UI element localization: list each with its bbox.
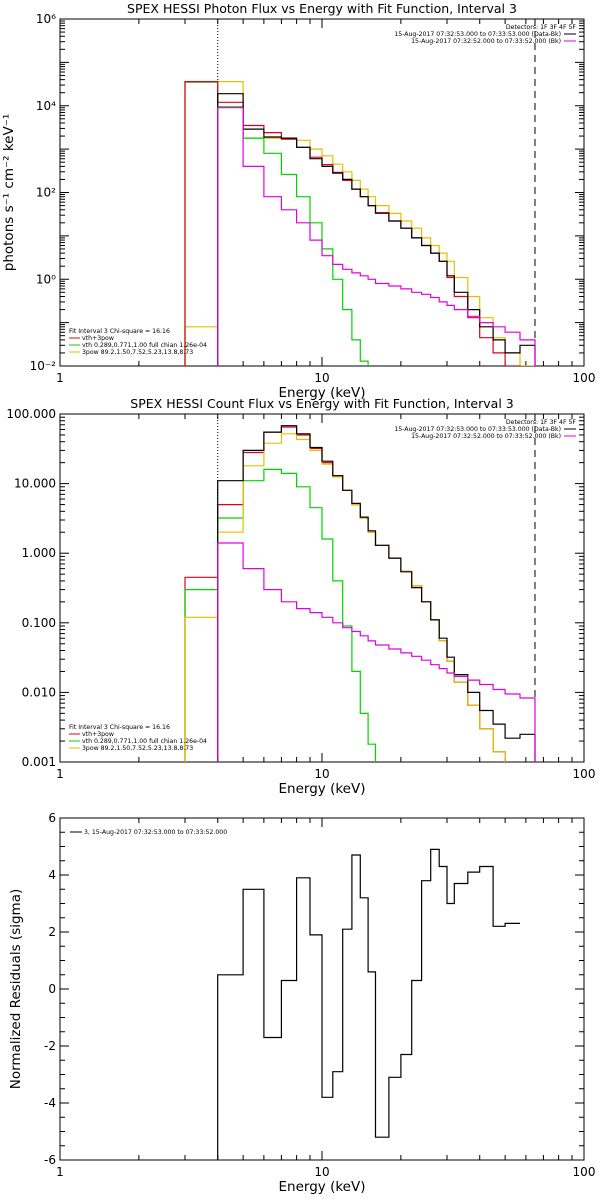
- fit-legend-entry: vth+3pow: [82, 731, 114, 738]
- legend-header: Detectors: 1F 3F 4F 5F: [506, 24, 577, 31]
- y-tick-label: 0: [48, 982, 56, 996]
- plot-area: [184, 81, 536, 366]
- series-yellow-line: [184, 433, 506, 762]
- series-green-line: [184, 81, 369, 366]
- y-tick-label: 10⁻²: [30, 359, 57, 373]
- y-tick-label: 2: [48, 925, 56, 939]
- y-tick-label: 0.001: [22, 755, 56, 769]
- y-ticks: [60, 817, 584, 1161]
- fit-legend-entry: vth+3pow: [82, 335, 114, 342]
- y-tick-label: 10²: [36, 186, 56, 200]
- y-axis-label: photons s⁻¹ cm⁻² keV⁻¹: [1, 114, 17, 272]
- series-magenta-line: [217, 107, 536, 366]
- y-tick-label: 0.100: [22, 616, 56, 630]
- series-green-line: [184, 468, 377, 762]
- series-magenta-line: [217, 542, 536, 762]
- legend-entry: 15-Aug-2017 07:32:53.000 to 07:33:53.000…: [394, 426, 561, 433]
- fit-legend-entry: vth 0.289,0.771,1.00 full chian 1.26e-04: [82, 342, 207, 349]
- legend-entry: 15-Aug-2017 07:32:52.000 to 07:33:52.000…: [411, 38, 561, 45]
- y-tick-label: 10⁶: [36, 12, 56, 26]
- x-ticks: [59, 818, 573, 1160]
- x-tick-label: 10: [314, 1165, 329, 1179]
- x-tick-label: 10: [314, 767, 329, 781]
- fit-legend-entry: 3pow 89.2,1.50,7.52,5.23,13.8,8.73: [82, 745, 193, 752]
- x-axis-label: Energy (keV): [279, 781, 366, 797]
- chart-panel-1: SPEX HESSI Photon Flux vs Energy with Fi…: [1, 1, 595, 401]
- y-tick-label: 100.000: [6, 407, 56, 421]
- x-ticks: [59, 19, 573, 366]
- x-tick-label: 1: [56, 371, 64, 385]
- fit-legend-entry: vth 0.289,0.771,1.00 full chian 1.26e-04: [82, 738, 207, 745]
- y-axis-label: Normalized Residuals (sigma): [8, 889, 24, 1090]
- y-ticks: [60, 20, 584, 367]
- y-tick-label: 10⁴: [36, 99, 56, 113]
- plot-area: [184, 425, 536, 762]
- series-yellow-line: [184, 81, 536, 366]
- fit-legend-header: Fit Interval 3 Chi-square = 16.16: [69, 328, 170, 335]
- x-ticks: [59, 414, 573, 762]
- y-tick-label: 1.000: [22, 546, 56, 560]
- legend-entry: 3, 15-Aug-2017 07:32:53.000 to 07:33:52.…: [84, 829, 227, 836]
- series-black-line: [217, 848, 520, 1160]
- chart-panel-3: 1 10 100 Energy (keV) -6 -4 -2 0 2 4 6 Normalized R…: [8, 811, 595, 1195]
- x-axis-label: Energy (keV): [279, 385, 366, 401]
- x-tick-label: 1: [56, 767, 64, 781]
- x-tick-label: 100: [573, 371, 596, 385]
- x-axis-label: Energy (keV): [279, 1179, 366, 1195]
- y-tick-label: 10.000: [14, 477, 56, 491]
- plot-area: [217, 848, 520, 1160]
- y-tick-label: 4: [48, 868, 56, 882]
- x-tick-label: 1: [56, 1165, 64, 1179]
- y-ticks: [60, 416, 584, 763]
- plot-frame: [59, 18, 585, 367]
- fit-legend-entry: 3pow 89.2,1.50,7.52,5.23,13.8,8.73: [82, 349, 193, 356]
- legend-entry: 15-Aug-2017 07:32:52.000 to 07:33:52.000…: [411, 433, 561, 440]
- x-tick-label: 10: [314, 371, 329, 385]
- y-tick-label: 0.010: [22, 685, 56, 699]
- x-tick-label: 100: [573, 1165, 596, 1179]
- series-black-line: [217, 93, 536, 366]
- series-black-line: [217, 425, 536, 762]
- y-tick-label: -4: [44, 1096, 56, 1110]
- y-tick-label: -2: [44, 1039, 56, 1053]
- chart-panel-2: SPEX HESSI Count Flux vs Energy with Fit…: [6, 396, 595, 797]
- y-tick-label: -6: [44, 1153, 56, 1167]
- y-tick-label: 6: [48, 811, 56, 825]
- legend-header: Detectors: 1F 3F 4F 5F: [506, 419, 577, 426]
- plot-frame: [59, 413, 585, 763]
- chart-title: SPEX HESSI Photon Flux vs Energy with Fi…: [127, 1, 517, 16]
- legend-entry: 15-Aug-2017 07:32:53.000 to 07:33:53.000…: [394, 31, 561, 38]
- y-tick-label: 10⁰: [36, 272, 56, 286]
- chart-title: SPEX HESSI Count Flux vs Energy with Fit…: [130, 396, 513, 411]
- fit-legend-header: Fit Interval 3 Chi-square = 16.16: [69, 724, 170, 731]
- x-tick-label: 100: [573, 767, 596, 781]
